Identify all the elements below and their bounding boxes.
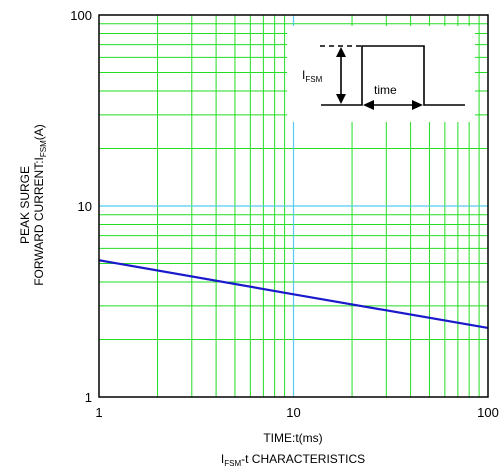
y-tick-label: 1 xyxy=(85,390,92,405)
series-line xyxy=(98,259,489,329)
plot-frame xyxy=(98,14,489,398)
y-axis-label-line1: PEAK SURGE xyxy=(18,166,32,244)
series-layer xyxy=(98,259,489,329)
tick-labels: 1 10 100 1 10 100 xyxy=(70,8,499,420)
y-tick-label: 10 xyxy=(78,199,92,214)
inset-ifsm-label: IFSM xyxy=(302,68,323,84)
x-tick-label: 100 xyxy=(477,405,499,420)
inset-height-arrow-up xyxy=(336,47,346,57)
inset-time-label: time xyxy=(374,83,397,97)
inset-time-arrow-left xyxy=(363,100,374,110)
inset-height-arrow-down xyxy=(336,94,346,104)
chart-caption: IFSM-t CHARACTERISTICS xyxy=(221,452,365,468)
x-tick-label: 1 xyxy=(95,405,102,420)
y-tick-label: 100 xyxy=(70,8,92,23)
x-axis-label: TIME:t(ms) xyxy=(263,431,322,445)
inset-background xyxy=(287,26,475,122)
inset-diagram: IFSM time xyxy=(287,26,475,122)
y-axis-label: PEAK SURGE FORWARD CURRENT:IFSM(A) xyxy=(18,124,48,286)
inset-time-arrow-right xyxy=(412,100,423,110)
y-axis-label-line2: FORWARD CURRENT:IFSM(A) xyxy=(32,124,48,286)
inset-pulse xyxy=(321,45,465,106)
x-tick-label: 10 xyxy=(286,405,300,420)
